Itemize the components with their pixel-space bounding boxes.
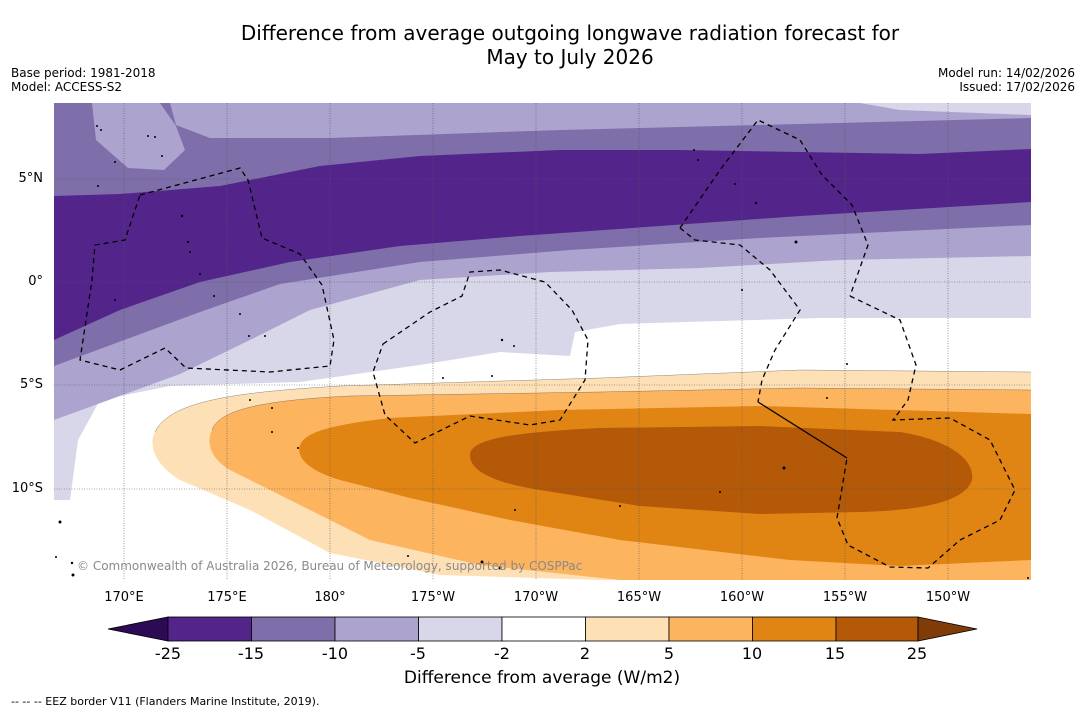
model-info: Base period: 1981-2018 Model: ACCESS-S2 [11,66,156,94]
band-top-light-left [92,103,185,170]
colorbar-tick: 25 [906,644,928,663]
colorbar-tick: -5 [410,644,426,663]
model-run: Model run: 14/02/2026 [937,66,1075,80]
band-top-light-right [170,103,1031,138]
lon-label-165w: 165°W [616,590,662,605]
eez-line-islands-east [836,295,1016,569]
band-edges [154,369,1031,433]
colorbar-seg-1 [167,616,252,642]
colorbar-seg-6 [585,616,670,642]
colorbar-tick: 2 [579,644,591,663]
eez-line-islands-north [679,119,869,297]
eez-line-islands-west [679,227,801,403]
title-line-1: Difference from average outgoing longwav… [240,21,900,45]
colorbar-title: Difference from average (W/m2) [403,668,681,688]
base-period: Base period: 1981-2018 [11,66,156,80]
lon-label-150w: 150°W [925,590,971,605]
colorbar [107,616,978,642]
eez-tuvalu [79,167,335,373]
copyright-notice: © Commonwealth of Australia 2026, Bureau… [77,559,583,573]
lon-label-175w: 175°W [410,590,456,605]
lon-label-160w: 160°W [719,590,765,605]
lon-label-170w: 170°W [513,590,559,605]
eez-solid-boundary [757,401,848,459]
map-title: Difference from average outgoing longwav… [0,21,1085,69]
colorbar-seg-2 [251,616,336,642]
colorbar-tick: 10 [741,644,763,663]
band-minus25 [54,149,1031,340]
colorbar-seg-8 [752,616,837,642]
lon-label-180: 180° [314,590,346,605]
colorbar-max-extend [917,616,978,642]
colorbar-tick: -15 [237,644,265,663]
colorbar-seg-9 [835,616,919,642]
issued-date: Issued: 17/02/2026 [959,80,1075,94]
colorbar-tick: -2 [494,644,510,663]
title-line-2: May to July 2026 [486,45,654,69]
eez-legend-note: -- -- -- EEZ border V11 (Flanders Marine… [11,695,320,708]
colorbar-tick: -25 [154,644,182,663]
eez-borders [79,119,1016,569]
lat-label-0: 0° [28,274,43,289]
anomaly-field [54,103,1031,580]
band-plus15 [470,426,973,514]
band-top-pale [860,103,1031,115]
colorbar-seg-5 [501,616,586,642]
colorbar-seg-4 [418,616,503,642]
lon-label-175e: 175°E [207,590,247,605]
colorbar-seg-3 [334,616,419,642]
colorbar-tick: 15 [824,644,846,663]
islands [55,125,1029,579]
colorbar-tick: 5 [663,644,675,663]
colorbar-min-extend [107,616,169,642]
lat-label-5n: 5°N [18,171,44,186]
lat-label-10s: 10°S [11,481,43,496]
lon-label-170e: 170°E [104,590,144,605]
lat-label-5s: 5°S [19,377,43,392]
colorbar-tick: -10 [321,644,349,663]
model-name: Model: ACCESS-S2 [11,80,123,94]
colorbar-seg-7 [668,616,753,642]
lon-label-155w: 155°W [822,590,868,605]
run-info: Model run: 14/02/2026 Issued: 17/02/2026 [938,66,1075,94]
